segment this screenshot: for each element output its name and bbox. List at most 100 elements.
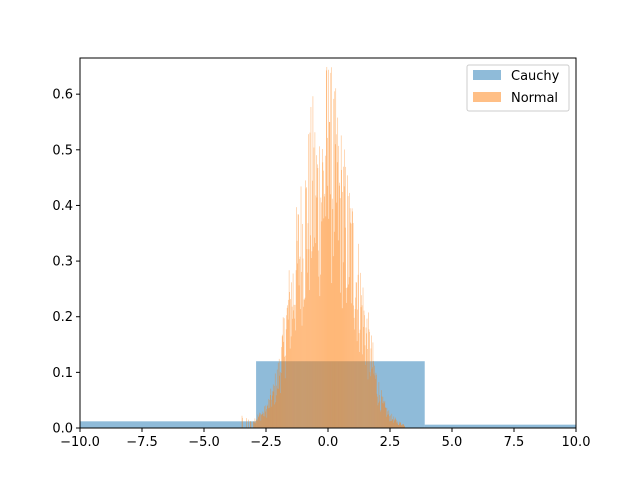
normal-bar — [331, 283, 333, 428]
normal-bar — [347, 175, 348, 428]
normal-bar — [359, 351, 360, 428]
normal-bar — [334, 91, 336, 429]
normal-bar — [384, 402, 385, 428]
normal-bar — [314, 132, 316, 429]
normal-bar — [274, 373, 276, 428]
normal-bar — [303, 299, 305, 428]
normal-bar — [353, 305, 354, 428]
normal-bar — [260, 413, 261, 428]
normal-bar — [364, 315, 365, 428]
normal-bar — [367, 379, 369, 428]
normal-bar — [374, 375, 376, 428]
normal-bar — [303, 306, 304, 428]
normal-bar — [265, 405, 267, 428]
normal-bar — [262, 411, 264, 428]
normal-bar — [255, 420, 257, 428]
normal-bar — [320, 197, 322, 428]
normal-bar — [305, 180, 306, 428]
normal-bar — [316, 155, 317, 428]
normal-bar — [340, 135, 342, 428]
normal-bar — [280, 373, 282, 428]
normal-bar — [376, 393, 378, 428]
normal-bar — [339, 182, 341, 428]
normal-bar — [319, 296, 321, 428]
normal-bar — [310, 107, 312, 429]
y-tick-label: 0.4 — [52, 199, 73, 214]
legend: Cauchy Normal — [466, 64, 570, 112]
normal-bar — [302, 223, 303, 428]
normal-bar — [389, 421, 391, 428]
x-tick-label: 10.0 — [562, 435, 591, 450]
normal-bar — [267, 404, 269, 428]
normal-bar — [404, 425, 405, 428]
normal-bar — [306, 249, 308, 428]
normal-bar — [389, 416, 390, 428]
normal-bar — [387, 411, 389, 428]
normal-bar — [250, 421, 252, 428]
x-tick-label: 2.5 — [380, 435, 401, 450]
normal-bar — [330, 67, 332, 429]
normal-bar — [351, 208, 353, 428]
normal-bar — [291, 306, 293, 428]
normal-bar — [345, 166, 346, 428]
normal-bar — [401, 425, 403, 428]
normal-bar — [260, 420, 262, 428]
normal-bar — [395, 419, 397, 428]
normal-bar — [311, 257, 312, 428]
normal-bar — [335, 134, 337, 428]
normal-bar — [276, 385, 278, 428]
normal-bar — [250, 421, 251, 428]
normal-bar — [325, 155, 326, 428]
normal-bar — [332, 256, 334, 428]
normal-bar — [264, 416, 266, 428]
normal-bar — [317, 168, 319, 429]
normal-bar — [361, 295, 362, 428]
legend-label-normal: Normal — [511, 91, 558, 106]
normal-bar — [306, 187, 307, 428]
normal-bar — [253, 421, 254, 428]
normal-bar — [346, 287, 348, 428]
normal-bar — [321, 202, 322, 428]
normal-bar — [254, 418, 256, 428]
normal-bar — [366, 318, 368, 428]
normal-bar — [383, 401, 384, 428]
normal-bar — [336, 202, 338, 428]
normal-bar — [295, 270, 297, 428]
normal-bar — [398, 425, 400, 428]
normal-bar — [266, 409, 267, 428]
normal-bar — [294, 304, 296, 428]
normal-bar — [365, 327, 367, 428]
normal-bar — [335, 88, 337, 428]
normal-bar — [279, 371, 281, 428]
normal-bar — [350, 223, 352, 428]
normal-bar — [242, 417, 243, 428]
normal-bar — [281, 336, 283, 428]
normal-bar — [323, 218, 325, 428]
normal-bar — [268, 398, 270, 428]
normal-bar — [285, 355, 286, 428]
normal-bar — [337, 240, 339, 428]
normal-bar — [278, 388, 279, 428]
normal-bar — [289, 291, 290, 428]
x-tick-label: −7.5 — [126, 435, 158, 450]
normal-bar — [275, 402, 277, 428]
normal-bar — [296, 240, 298, 428]
normal-bar — [261, 414, 262, 428]
normal-bar — [353, 317, 355, 428]
normal-bar — [396, 422, 398, 428]
normal-bar — [375, 378, 376, 428]
normal-bar — [301, 325, 303, 428]
normal-bar — [367, 349, 368, 428]
normal-bar — [270, 388, 272, 428]
normal-bar — [399, 423, 401, 428]
normal-bar — [283, 341, 284, 428]
normal-bar — [259, 414, 261, 428]
normal-bar — [351, 303, 352, 428]
normal-bar — [281, 347, 282, 428]
normal-bar — [343, 186, 345, 428]
normal-bar — [334, 144, 336, 428]
normal-bar — [385, 407, 386, 428]
normal-bar — [299, 256, 301, 428]
normal-bar — [289, 348, 291, 428]
